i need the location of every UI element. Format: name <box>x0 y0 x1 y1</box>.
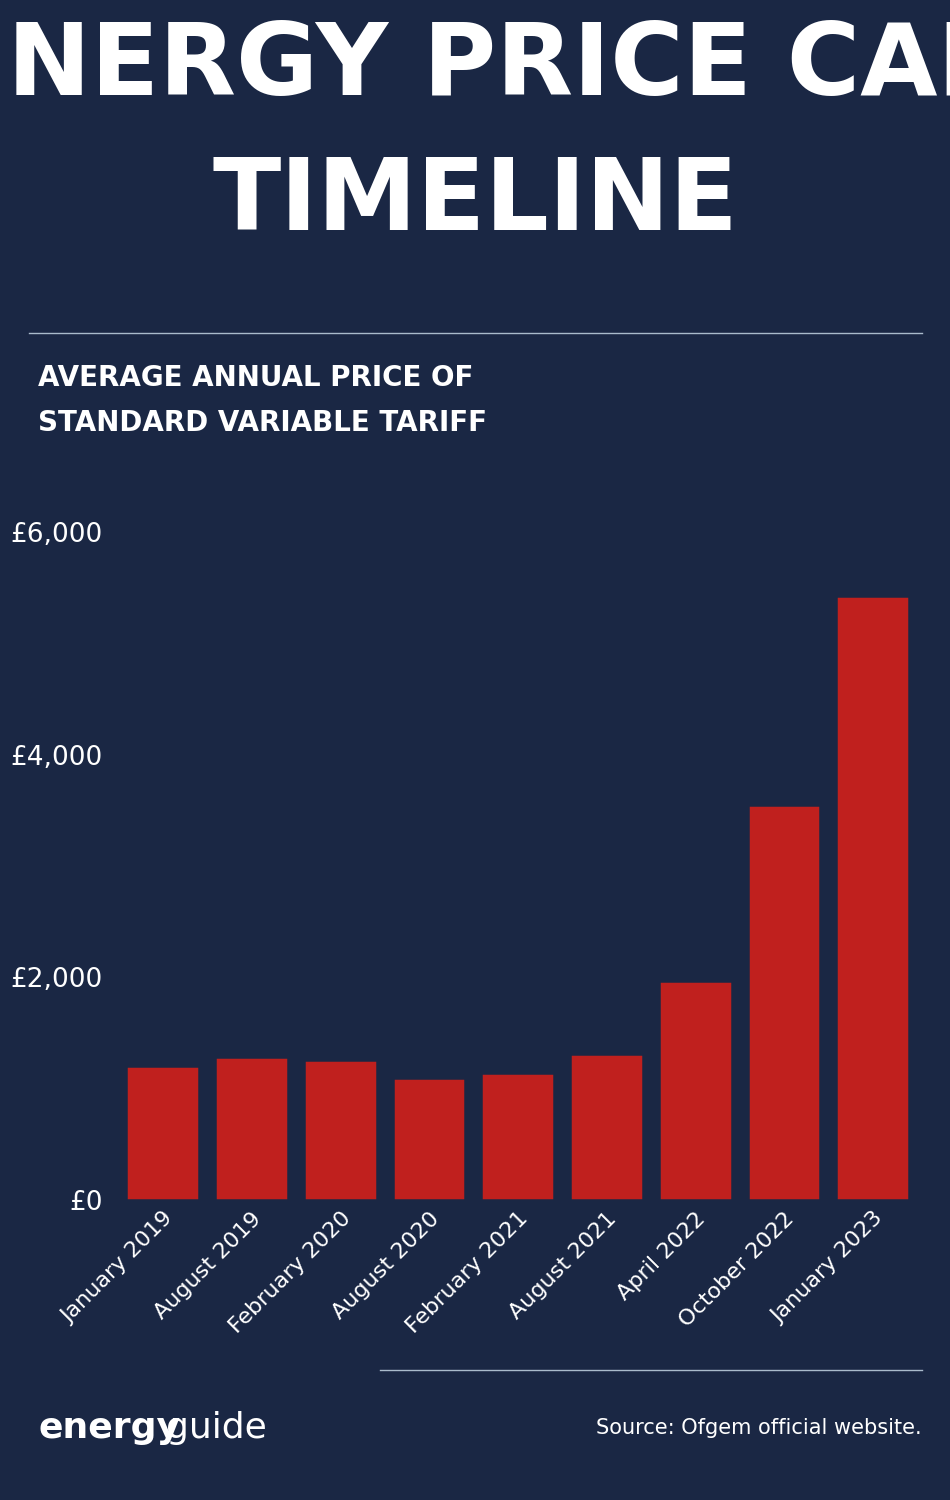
Bar <box>482 1072 554 1200</box>
Bar <box>126 1066 200 1200</box>
Text: TIMELINE: TIMELINE <box>212 154 738 251</box>
Bar <box>392 1077 466 1200</box>
Bar <box>570 1054 643 1200</box>
Bar <box>836 597 909 1200</box>
Text: STANDARD VARIABLE TARIFF: STANDARD VARIABLE TARIFF <box>38 410 487 436</box>
Text: ENERGY PRICE CAP: ENERGY PRICE CAP <box>0 20 950 116</box>
Text: guide: guide <box>166 1412 267 1444</box>
Bar <box>215 1058 288 1200</box>
Bar <box>304 1059 376 1200</box>
Text: energy: energy <box>38 1412 180 1444</box>
Text: Source: Ofgem official website.: Source: Ofgem official website. <box>596 1418 922 1438</box>
Bar <box>748 804 821 1200</box>
Bar <box>659 981 732 1200</box>
Text: AVERAGE ANNUAL PRICE OF: AVERAGE ANNUAL PRICE OF <box>38 364 473 392</box>
